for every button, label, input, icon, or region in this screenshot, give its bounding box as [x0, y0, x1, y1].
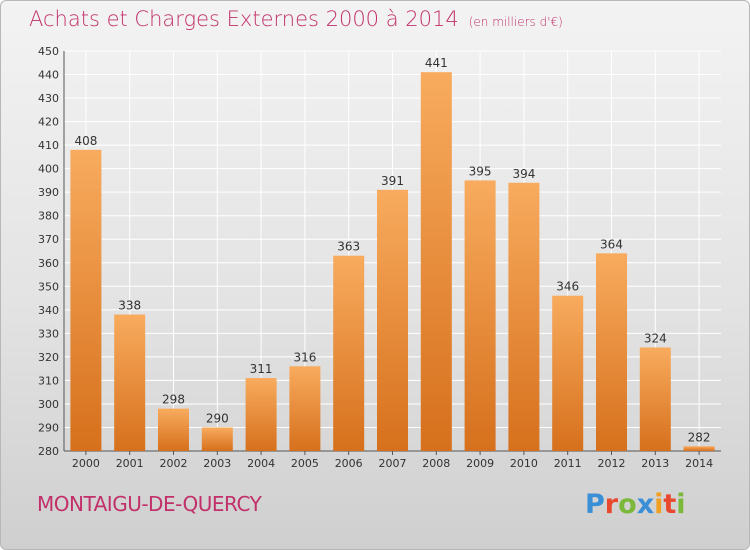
y-tick-label: 400: [38, 163, 59, 176]
value-label-2006: 363: [337, 240, 360, 254]
bar-2009: [464, 180, 496, 452]
logo-letter: o: [618, 489, 637, 520]
bar-2008: [420, 72, 452, 452]
bar-2005: [289, 366, 321, 451]
value-label-2000: 408: [74, 134, 97, 148]
x-tick-label-2012: 2012: [598, 457, 626, 470]
bar-2013: [639, 347, 671, 451]
y-tick-label: 290: [38, 421, 59, 434]
logo-letter: i: [676, 489, 686, 520]
y-tick-label: 380: [38, 210, 59, 223]
logo-letter: t: [663, 489, 677, 520]
bar-2007: [377, 189, 408, 451]
x-tick-label-2014: 2014: [685, 457, 713, 470]
y-tick-label: 350: [38, 280, 59, 293]
proxiti-logo: Proxiti: [585, 489, 686, 520]
y-tick-label: 280: [38, 445, 59, 458]
y-tick-label: 320: [38, 351, 59, 364]
bar-2014: [683, 446, 715, 451]
value-label-2013: 324: [644, 331, 667, 345]
bars: [70, 72, 715, 452]
x-tick-label-2001: 2001: [116, 457, 144, 470]
bar-2000: [70, 149, 102, 451]
value-label-2008: 441: [425, 56, 448, 70]
bar-2002: [158, 408, 189, 451]
logo-letter: P: [585, 489, 605, 520]
value-label-2009: 395: [469, 164, 492, 178]
x-tick-label-2008: 2008: [422, 457, 450, 470]
value-label-2002: 298: [162, 393, 185, 407]
y-tick-label: 340: [38, 304, 59, 317]
x-tick-label-2011: 2011: [554, 457, 582, 470]
value-label-2004: 311: [250, 362, 273, 376]
y-tick-label: 310: [38, 374, 59, 387]
x-tick-label-2000: 2000: [72, 457, 100, 470]
value-label-2003: 290: [206, 411, 229, 425]
logo-letter: x: [636, 489, 655, 520]
x-tick-label-2003: 2003: [203, 457, 231, 470]
x-tick-label-2004: 2004: [247, 457, 275, 470]
x-tick-label-2009: 2009: [466, 457, 494, 470]
y-tick-label: 430: [38, 92, 59, 105]
title-unit: (en milliers d'€): [468, 15, 563, 29]
x-tick-label-2005: 2005: [291, 457, 319, 470]
y-tick-label: 410: [38, 139, 59, 152]
x-tick-label-2007: 2007: [379, 457, 407, 470]
y-tick-label: 360: [38, 257, 59, 270]
labels: 408 2000 338 2001 298 2002 290 2003 311 2004 316 20…: [72, 56, 713, 470]
chart-title: Achats et Charges Externes 2000 à 2014 (e…: [29, 7, 563, 31]
value-label-2011: 346: [556, 280, 579, 294]
bar-2004: [245, 378, 277, 451]
x-tick-label-2013: 2013: [641, 457, 669, 470]
x-tick-label-2002: 2002: [160, 457, 188, 470]
bar-2011: [552, 295, 584, 451]
y-tick-label: 450: [38, 45, 59, 58]
value-label-2007: 391: [381, 174, 404, 188]
title-text: Achats et Charges Externes 2000 à 2014: [29, 7, 459, 31]
y-tick-label: 420: [38, 116, 59, 129]
value-label-2014: 282: [688, 430, 711, 444]
bar-2001: [114, 314, 146, 451]
y-tick-label: 300: [38, 398, 59, 411]
commune-name: MONTAIGU-DE-QUERCY: [37, 492, 262, 516]
value-label-2010: 394: [512, 167, 535, 181]
bar-2006: [333, 255, 365, 451]
y-tick-label: 370: [38, 233, 59, 246]
logo-letter: i: [654, 489, 664, 520]
bar-2010: [508, 182, 540, 451]
value-label-2012: 364: [600, 237, 623, 251]
y-tick-label: 440: [38, 69, 59, 82]
bar-2012: [596, 253, 627, 451]
x-tick-label-2010: 2010: [510, 457, 538, 470]
y-tick-label: 330: [38, 327, 59, 340]
y-tick-label: 390: [38, 186, 59, 199]
value-label-2001: 338: [118, 299, 141, 313]
x-tick-label-2006: 2006: [335, 457, 363, 470]
value-label-2005: 316: [293, 350, 316, 364]
logo-letter: r: [604, 489, 619, 520]
bar-2003: [201, 427, 233, 451]
